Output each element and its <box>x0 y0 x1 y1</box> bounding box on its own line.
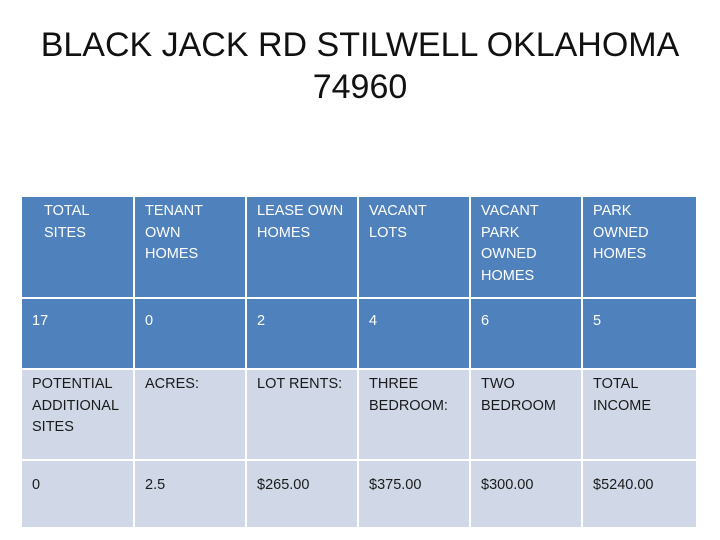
table-cell: $265.00 <box>246 460 359 527</box>
table-cell: 0 <box>22 460 135 527</box>
table-cell: $5240.00 <box>582 460 696 527</box>
title-line-1: BLACK JACK RD STILWELL OKLAHOMA <box>40 26 680 64</box>
table-cell: VACANT LOTS <box>358 197 471 300</box>
table-cell: 17 <box>22 298 135 371</box>
table-row: TOTAL SITES TENANT OWN HOMES LEASE OWN H… <box>22 197 696 300</box>
table-cell: POTENTIAL ADDITIONAL SITES <box>22 369 135 462</box>
table-cell: LEASE OWN HOMES <box>246 197 359 300</box>
table-cell: TWO BEDROOM <box>470 369 583 462</box>
table-cell: $375.00 <box>358 460 471 527</box>
table-row: POTENTIAL ADDITIONAL SITES ACRES: LOT RE… <box>22 369 696 462</box>
table-cell: TOTAL INCOME <box>582 369 696 462</box>
table-cell: ACRES: <box>134 369 247 462</box>
table-cell: 4 <box>358 298 471 371</box>
table-cell: $300.00 <box>470 460 583 527</box>
table-cell: PARK OWNED HOMES <box>582 197 696 300</box>
table-row: 17 0 2 4 6 5 <box>22 298 696 371</box>
table-cell: VACANT PARK OWNED HOMES <box>470 197 583 300</box>
property-summary-table: TOTAL SITES TENANT OWN HOMES LEASE OWN H… <box>22 197 696 527</box>
table-cell: TENANT OWN HOMES <box>134 197 247 300</box>
table-cell: 5 <box>582 298 696 371</box>
table-cell: 2.5 <box>134 460 247 527</box>
table-cell: 0 <box>134 298 247 371</box>
table-cell: 6 <box>470 298 583 371</box>
slide-title: BLACK JACK RD STILWELL OKLAHOMA 74960 <box>20 24 700 108</box>
table-cell: LOT RENTS: <box>246 369 359 462</box>
table-cell: THREE BEDROOM: <box>358 369 471 462</box>
title-line-2: 74960 <box>312 68 408 106</box>
table-row: 0 2.5 $265.00 $375.00 $300.00 $5240.00 <box>22 460 696 527</box>
table-cell: TOTAL SITES <box>22 197 135 300</box>
table-cell: 2 <box>246 298 359 371</box>
